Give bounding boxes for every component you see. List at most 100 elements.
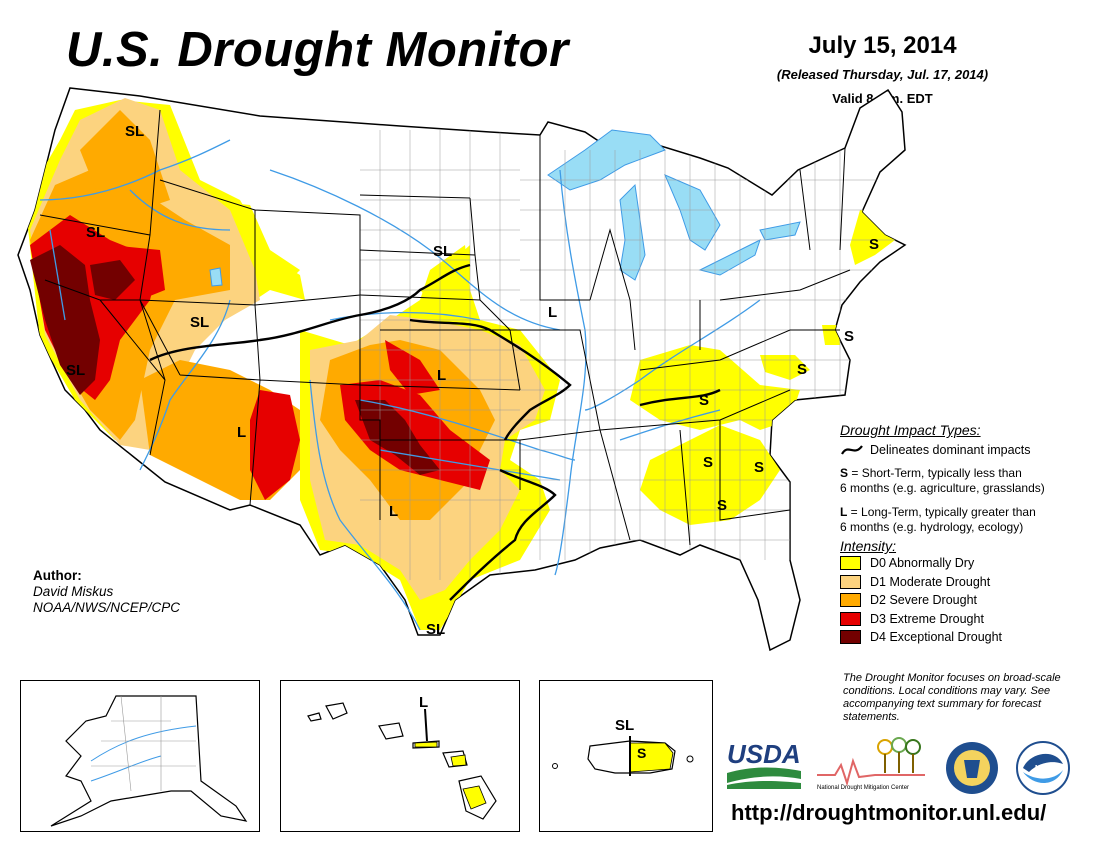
kuskokwim-river [90,755,162,782]
great-lakes [209,129,801,287]
map-label: L [419,694,428,711]
intensity-row: D0 Abnormally Dry [840,554,1095,573]
sacramento-river [49,229,66,321]
snake-river [129,189,231,231]
arkansas-river [359,399,576,461]
map-label: S [717,497,727,514]
hawaii-inset: L [280,680,520,832]
county-lines-east [520,150,900,560]
usda-logo: USDA [727,739,801,789]
tennessee-river [619,409,721,441]
niihau-island [307,712,322,722]
author-block: Author: David Miskus NOAA/NWS/NCEP/CPC [33,568,180,616]
intensity-row: D3 Extreme Drought [840,610,1095,629]
intensity-list: D0 Abnormally Dry D1 Moderate Drought D2 S… [840,554,1095,647]
intensity-swatch [840,574,861,589]
d2-northwest [80,110,170,210]
map-label: S [869,236,879,253]
rivers [39,139,761,631]
intensity-swatch [840,593,861,608]
county-lines [360,130,900,580]
intensity-label: D0 Abnormally Dry [870,556,975,571]
map-label: S [754,459,764,476]
long-term-letter: L [840,505,848,519]
noaa-logo-text: NOAA [1035,765,1056,772]
long-term-desc-2: 6 months (e.g. hydrology, ecology) [840,520,1024,534]
intensity-row: D2 Severe Drought [840,591,1095,610]
map-label: SL [86,224,105,241]
d3-kansas [385,340,440,395]
mississippi-river [554,169,587,576]
intensity-heading: Intensity: [840,538,897,554]
alaska-inset [20,680,260,832]
mona-island [552,763,558,769]
impact-line-description: Delineates dominant impacts [870,443,1031,457]
map-label: S [844,328,854,345]
ohio-river [584,299,761,411]
author-org: NOAA/NWS/NCEP/CPC [33,600,181,615]
ndmc-tree-2 [891,737,907,753]
d0-nebraska [420,245,470,300]
map-label: S [637,745,646,761]
website-url[interactable]: http://droughtmonitor.unl.edu/ [731,800,1047,825]
hawaii-islands [307,702,497,820]
hawaii-drought [414,741,487,810]
vieques-island [686,755,694,763]
rio-grande [309,379,421,631]
alaska-rivers [90,725,197,782]
impact-types-heading: Drought Impact Types: [840,422,981,438]
map-label: SL [615,717,634,734]
hawaii-impact-line [424,708,428,742]
intensity-swatch [840,611,861,626]
map-label: S [797,361,807,378]
ndmc-tree-3 [905,739,921,755]
noaa-logo: NOAA [1016,741,1070,795]
drought-areas [25,98,895,630]
d0-delaware [822,325,840,345]
ndmc-logo: National Drought Mitigation Center [817,737,925,791]
commerce-seal [946,742,998,794]
d0-virginia [760,355,810,380]
map-label: L [437,367,446,384]
noaa-logo-water [1023,770,1063,783]
impact-labels: SL SL SL SL SL SL L L L L S S S S S S S [66,123,879,638]
usda-logo-swoosh [727,767,801,783]
map-title: U.S. Drought Monitor [66,23,569,77]
state-borders-plains [359,194,521,520]
state-borders-east [519,135,851,546]
short-term-desc-2: 6 months (e.g. agriculture, grasslands) [840,481,1045,495]
state-borders [39,109,851,546]
short-term-letter: S [840,466,849,480]
map-date: July 15, 2014 [808,32,957,59]
impact-line-icon [841,445,863,455]
impact-line-key: Delineates dominant impacts [840,443,1095,457]
impact-line-symbol [841,445,863,455]
intensity-label: D1 Moderate Drought [870,574,991,589]
ndmc-tree-1 [877,739,893,755]
usda-logo-swoosh-2 [727,781,801,789]
short-term-desc: = Short-Term, typically less than [848,466,1022,480]
intensity-swatch [840,630,861,645]
kauai-island [325,702,348,720]
alaska-division-lines [91,695,196,792]
legend: Drought Impact Types: Delineates dominan… [840,422,1095,647]
map-label: L [548,304,557,321]
intensity-row: D4 Exceptional Drought [840,628,1095,647]
noaa-logo-outer [1016,741,1070,795]
colorado-river [139,299,231,471]
hawaii-d0-molokai [414,741,438,748]
commerce-seal-emblem [964,760,980,778]
ndmc-logo-text: National Drought Mitigation Center [817,785,909,791]
impact-line-west [149,263,471,362]
hawaii-d0-big-island [462,785,487,810]
oahu-island [378,722,404,740]
map-label: S [703,454,713,471]
usda-logo-text: USDA [727,739,801,769]
hawaii-d0-maui [450,754,467,767]
long-term-key: L = Long-Term, typically greater than 6 … [840,505,1095,535]
ndmc-trunks [884,752,914,773]
map-label: L [389,503,398,520]
d4-nevada [90,260,135,300]
intensity-row: D1 Moderate Drought [840,573,1095,592]
yukon-river [90,725,197,762]
